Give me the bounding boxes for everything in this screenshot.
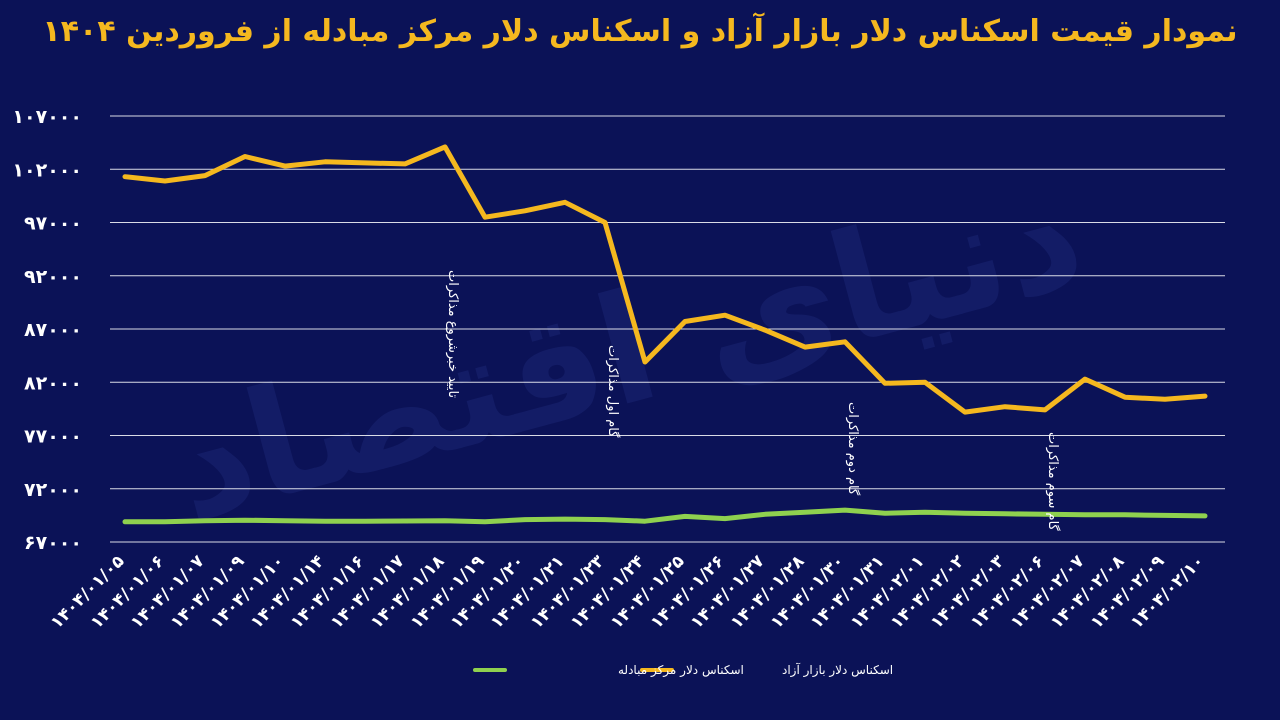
y-tick-label: ۱۰۷۰۰۰: [12, 106, 82, 128]
annotation-label: گام سوم مذاکرات: [1045, 432, 1061, 532]
legend-label-1: اسکناس دلار بازار آزاد: [782, 662, 893, 678]
grid-lines: [110, 115, 1225, 543]
series-group: [122, 144, 1208, 525]
y-tick-label: ۹۲۰۰۰: [24, 266, 82, 288]
legend-label-0: اسکناس دلار مرکز مبادله: [618, 663, 744, 678]
y-tick-label: ۹۷۰۰۰: [24, 213, 82, 235]
y-tick-label: ۱۰۲۰۰۰: [12, 159, 82, 181]
y-tick-label: ۶۷۰۰۰: [24, 532, 82, 554]
y-tick-label: ۷۷۰۰۰: [24, 426, 82, 448]
y-axis: ۱۰۷۰۰۰ ۱۰۲۰۰۰ ۹۷۰۰۰ ۹۲۰۰۰ ۸۷۰۰۰ ۸۲۰۰۰ ۷۷۰۰۰ ۷۲۰…: [12, 106, 82, 554]
annotations: تایید خبرشروع مذاکرات گام اول مذاکرات گام …: [445, 270, 1061, 532]
annotation-label: تایید خبرشروع مذاکرات: [445, 270, 460, 398]
x-axis: ۱۴۰۴/۰۱/۰۵۱۴۰۴/۰۱/۰۶۱۴۰۴/۰۱/۰۷۱۴۰۴/۰۱/۰۹…: [47, 551, 1209, 633]
y-tick-label: ۷۲۰۰۰: [24, 479, 82, 501]
series-line-0: [122, 507, 1208, 525]
annotation-label: گام دوم مذاکرات: [845, 402, 861, 496]
legend: اسکناس دلار بازار آزاد اسکناس دلار مرکز م…: [473, 662, 893, 678]
series-line-1: [122, 144, 1208, 415]
annotation-label: گام اول مذاکرات: [605, 345, 621, 438]
y-tick-label: ۸۲۰۰۰: [24, 372, 82, 394]
chart-title: نمودار قیمت اسکناس دلار بازار آزاد و اسک…: [42, 14, 1238, 49]
y-tick-label: ۸۷۰۰۰: [24, 319, 82, 341]
svg-text:دنیای اقتصاد: دنیای اقتصاد: [154, 146, 1100, 555]
watermark: دنیای اقتصاد: [154, 146, 1100, 555]
